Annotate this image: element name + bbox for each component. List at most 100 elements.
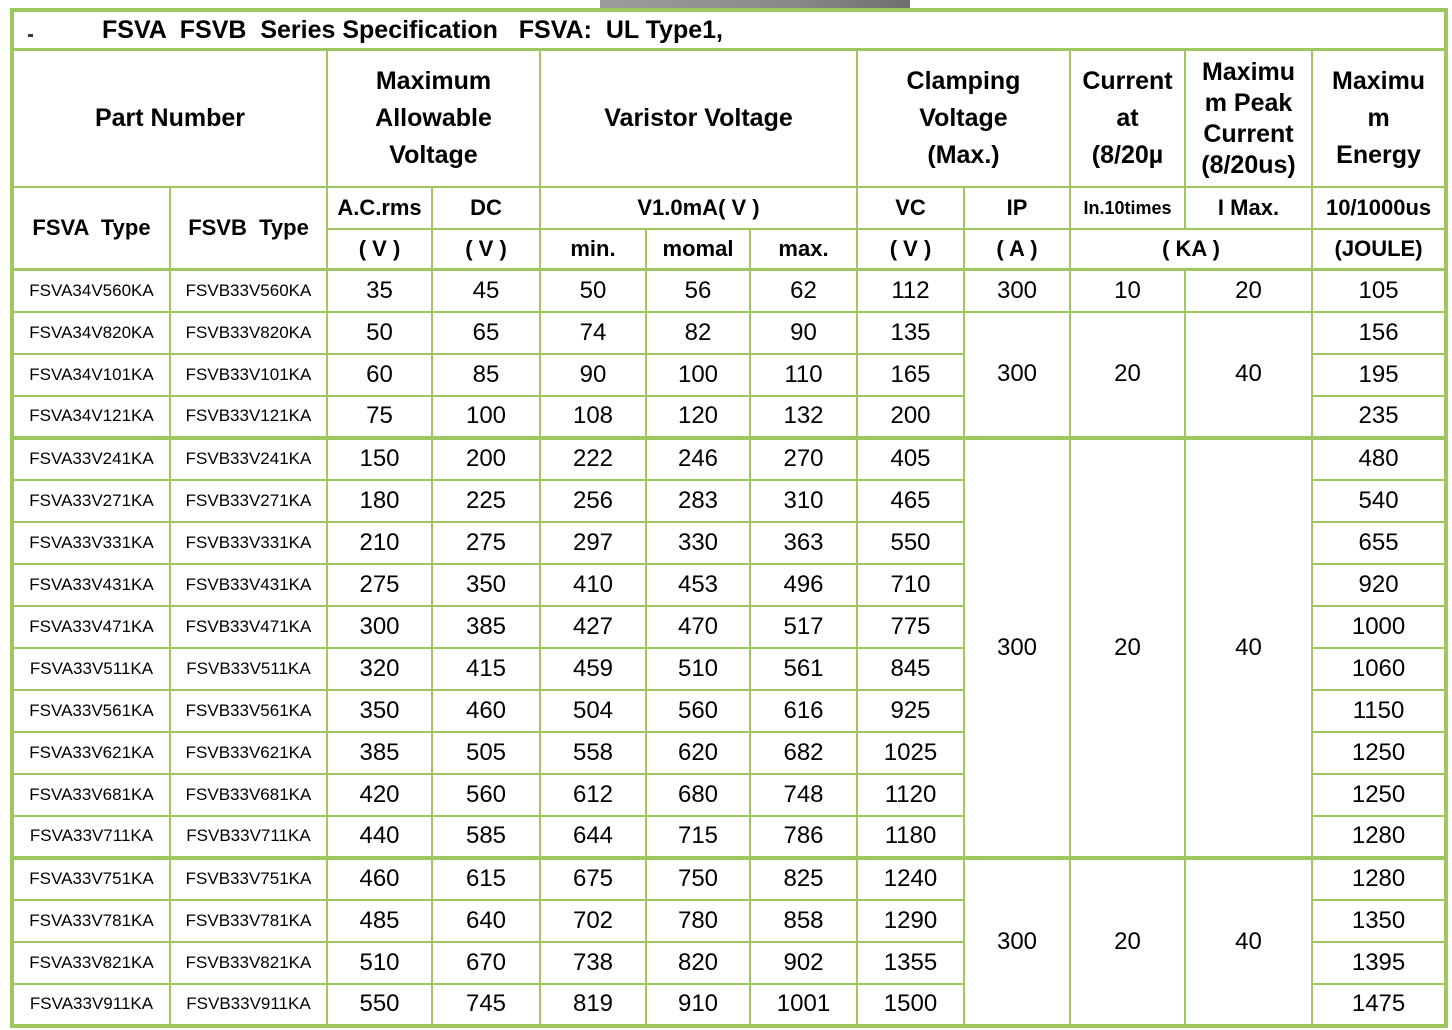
value-cell: 715 — [645, 814, 751, 859]
header-dc: DC — [431, 186, 541, 230]
value-cell: 616 — [749, 688, 858, 733]
value-cell: 845 — [856, 646, 965, 691]
value-cell: 925 — [856, 688, 965, 733]
header-clamping-voltage: Clamping Voltage (Max.) — [856, 48, 1071, 188]
value-cell: 330 — [645, 520, 751, 565]
table-row: FSVA33V331KA FSVB33V331KA 210 275 297 330 363 5… — [11, 520, 1448, 565]
value-cell: 50 — [326, 310, 433, 355]
value-cell: 427 — [539, 604, 647, 649]
value-cell: 300 — [963, 268, 1071, 313]
value-cell: 20 — [1184, 268, 1313, 313]
value-cell: 415 — [431, 646, 541, 691]
top-gray-bar — [600, 0, 910, 8]
part-number-cell: FSVB33V431KA — [169, 562, 328, 607]
part-number-cell: FSVB33V331KA — [169, 520, 328, 565]
value-cell: 505 — [431, 730, 541, 775]
value-cell: 1290 — [856, 898, 965, 943]
value-cell: 300 — [963, 435, 1071, 859]
part-number-cell: FSVA33V751KA — [11, 855, 171, 901]
value-cell: 20 — [1069, 435, 1186, 859]
table-row: FSVA33V271KA FSVB33V271KA 180 225 256 283 310 4… — [11, 478, 1448, 523]
unit-acrms-v: ( V ) — [326, 228, 433, 271]
value-cell: 655 — [1310, 520, 1448, 565]
table-row: FSVA33V751KA FSVB33V751KA 460 615 675 750 825 1… — [11, 855, 1448, 1027]
value-cell: 510 — [326, 940, 433, 985]
header-vc: VC — [856, 186, 965, 230]
value-cell: 420 — [326, 772, 433, 817]
header-min: min. — [539, 228, 647, 271]
unit-ka: ( KA ) — [1069, 228, 1313, 271]
part-number-cell: FSVB33V560KA — [169, 268, 328, 313]
value-cell: 74 — [539, 310, 647, 355]
table-row: FSVA34V560KA FSVB33V560KA 35 45 50 56 62 112 300… — [11, 268, 1448, 313]
part-number-cell: FSVB33V820KA — [169, 310, 328, 355]
header-fsva-type: FSVA Type — [11, 186, 171, 271]
value-cell: 300 — [326, 604, 433, 649]
value-cell: 180 — [326, 478, 433, 523]
value-cell: 1250 — [1310, 772, 1448, 817]
value-cell: 585 — [431, 814, 541, 859]
part-number-cell: FSVA33V711KA — [11, 814, 171, 859]
value-cell: 1395 — [1310, 940, 1448, 985]
value-cell: 453 — [645, 562, 751, 607]
part-number-cell: FSVA34V121KA — [11, 394, 171, 439]
value-cell: 745 — [431, 982, 541, 1027]
value-cell: 465 — [856, 478, 965, 523]
value-cell: 60 — [326, 352, 433, 397]
value-cell: 858 — [749, 898, 858, 943]
value-cell: 1150 — [1310, 688, 1448, 733]
value-cell: 675 — [539, 855, 647, 901]
value-cell: 235 — [1310, 394, 1448, 439]
value-cell: 460 — [431, 688, 541, 733]
value-cell: 225 — [431, 478, 541, 523]
value-cell: 902 — [749, 940, 858, 985]
value-cell: 540 — [1310, 478, 1448, 523]
value-cell: 195 — [1310, 352, 1448, 397]
value-cell: 460 — [326, 855, 433, 901]
part-number-cell: FSVB33V751KA — [169, 855, 328, 901]
value-cell: 1025 — [856, 730, 965, 775]
value-cell: 1000 — [1310, 604, 1448, 649]
value-cell: 85 — [431, 352, 541, 397]
value-cell: 275 — [326, 562, 433, 607]
value-cell: 682 — [749, 730, 858, 775]
header-max: max. — [749, 228, 858, 271]
part-number-cell: FSVA33V331KA — [11, 520, 171, 565]
value-cell: 560 — [431, 772, 541, 817]
value-cell: 470 — [645, 604, 751, 649]
value-cell: 56 — [645, 268, 751, 313]
value-cell: 300 — [963, 310, 1071, 439]
table-row: FSVA33V681KA FSVB33V681KA 420 560 612 680 748 1… — [11, 772, 1448, 817]
table-body: FSVA34V560KA FSVB33V560KA 35 45 50 56 62 112 300… — [11, 268, 1448, 1027]
value-cell: 135 — [856, 310, 965, 355]
spec-table: FSVA FSVB Series Specification FSVA: UL … — [10, 8, 1449, 1028]
header-10-1000us: 10/1000us — [1310, 186, 1448, 230]
part-number-cell: FSVA33V511KA — [11, 646, 171, 691]
header-max-energy: Maximu m Energy — [1310, 48, 1448, 188]
value-cell: 440 — [326, 814, 433, 859]
part-number-cell: FSVA33V471KA — [11, 604, 171, 649]
value-cell: 40 — [1184, 435, 1313, 859]
value-cell: 283 — [645, 478, 751, 523]
value-cell: 405 — [856, 435, 965, 481]
value-cell: 363 — [749, 520, 858, 565]
table-row: FSVA33V621KA FSVB33V621KA 385 505 558 620 682 1… — [11, 730, 1448, 775]
value-cell: 480 — [1310, 435, 1448, 481]
value-cell: 210 — [326, 520, 433, 565]
value-cell: 105 — [1310, 268, 1448, 313]
title-row: FSVA FSVB Series Specification FSVA: UL … — [10, 9, 1448, 51]
part-number-cell: FSVA33V271KA — [11, 478, 171, 523]
part-number-cell: FSVA34V560KA — [11, 268, 171, 313]
header-fsvb-type: FSVB Type — [169, 186, 328, 271]
header-ip: IP — [963, 186, 1071, 230]
table-row: FSVA33V781KA FSVB33V781KA 485 640 702 780 858 1… — [11, 898, 1448, 943]
value-cell: 775 — [856, 604, 965, 649]
value-cell: 1060 — [1310, 646, 1448, 691]
value-cell: 1280 — [1310, 814, 1448, 859]
value-cell: 1475 — [1310, 982, 1448, 1027]
value-cell: 200 — [431, 435, 541, 481]
unit-dc-v: ( V ) — [431, 228, 541, 271]
value-cell: 320 — [326, 646, 433, 691]
value-cell: 310 — [749, 478, 858, 523]
value-cell: 1355 — [856, 940, 965, 985]
